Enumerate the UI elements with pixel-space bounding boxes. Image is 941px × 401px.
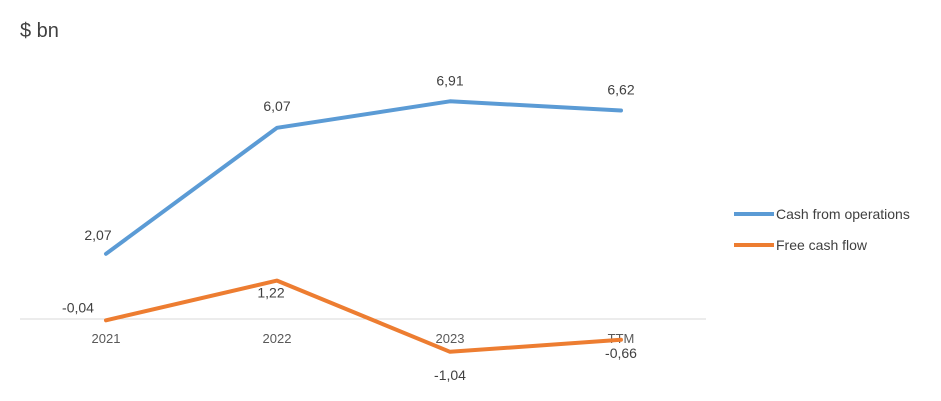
series-line-free-cash-flow [104, 278, 623, 354]
legend-label-free-cash-flow: Free cash flow [776, 236, 868, 253]
x-tick-label-2021: 2021 [92, 331, 121, 346]
x-tick-label-2022: 2022 [263, 331, 292, 346]
data-label-free-cash-flow-ttm: -0,66 [605, 345, 637, 361]
legend-item-free-cash-flow: Free cash flow [734, 229, 910, 260]
data-label-cash-from-operations-ttm: 6,62 [607, 81, 634, 97]
data-label-cash-from-operations-2023: 6,91 [436, 72, 463, 88]
data-label-cash-from-operations-2022: 6,07 [263, 98, 290, 114]
x-tick-label-2023: 2023 [436, 331, 465, 346]
legend-label-cash-from-operations: Cash from operations [776, 205, 910, 222]
data-label-free-cash-flow-2022: 1,22 [257, 285, 284, 301]
legend: Cash from operations Free cash flow [734, 198, 910, 260]
legend-swatch-cash-from-operations [734, 211, 774, 216]
data-label-cash-from-operations-2021: 2,07 [84, 227, 111, 243]
data-label-free-cash-flow-2023: -1,04 [434, 367, 466, 383]
legend-swatch-free-cash-flow [734, 242, 774, 247]
unit-label: $ bn [20, 20, 59, 42]
data-label-free-cash-flow-2021: -0,04 [62, 299, 94, 315]
series-line-cash-from-operations [104, 99, 623, 256]
legend-item-cash-from-operations: Cash from operations [734, 198, 910, 229]
